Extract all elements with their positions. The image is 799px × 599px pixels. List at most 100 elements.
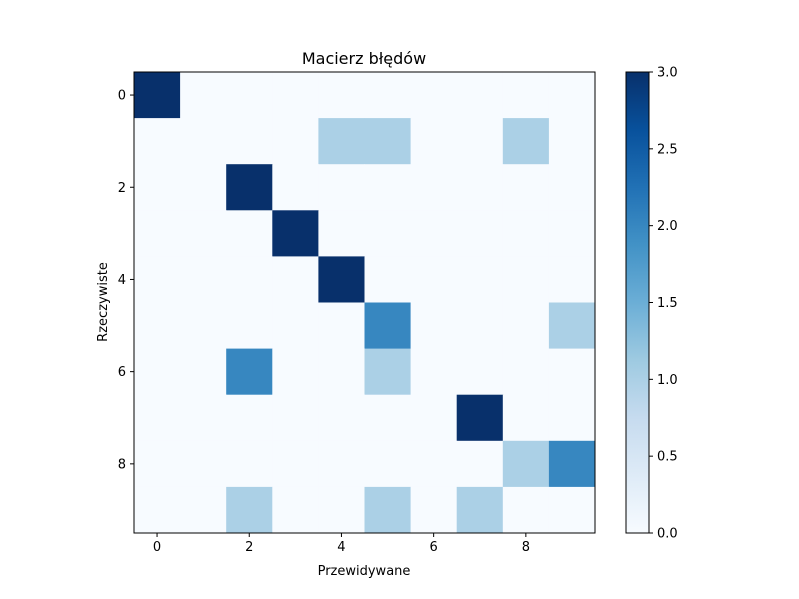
heatmap-cell [272, 164, 319, 211]
heatmap-cell [134, 256, 181, 303]
heatmap-cell [180, 118, 227, 165]
heatmap-cell [364, 118, 412, 165]
heatmap-cell [180, 486, 227, 534]
heatmap-cell [456, 256, 504, 303]
heatmap-cell [180, 210, 227, 257]
heatmap-cell [226, 210, 273, 257]
colorbar-tick-label: 2.5 [657, 142, 678, 157]
heatmap-cell [410, 164, 458, 211]
heatmap-cell [364, 256, 412, 303]
heatmap-cell [318, 486, 365, 534]
y-tick-label: 8 [118, 457, 126, 472]
heatmap-cell [456, 348, 504, 396]
heatmap-cell [134, 348, 181, 396]
y-axis-ticks: 0 2 4 6 8 [118, 89, 134, 472]
x-tick-label: 6 [430, 540, 438, 555]
heatmap-cell [318, 72, 365, 119]
heatmap-cell [318, 348, 365, 396]
heatmap-cell [180, 256, 227, 303]
heatmap-cell [226, 440, 273, 488]
heatmap-cell [364, 210, 412, 257]
heatmap-cell [272, 440, 319, 488]
y-tick-label: 0 [118, 89, 126, 104]
heatmap-cell [226, 72, 273, 119]
heatmap-cell [226, 394, 273, 442]
heatmap-cell [226, 302, 273, 350]
heatmap-cell [180, 72, 227, 119]
heatmap-cell [548, 440, 596, 488]
colorbar-tick-label: 2.0 [657, 219, 678, 234]
heatmap-cell [272, 394, 319, 442]
heatmap-cell [364, 486, 412, 534]
colorbar-tick-label: 1.0 [657, 373, 678, 388]
heatmap-cell [318, 302, 365, 350]
heatmap-cell [318, 440, 365, 488]
heatmap-cell [226, 164, 273, 211]
heatmap-cell [410, 440, 458, 488]
heatmap-cell [502, 164, 550, 211]
heatmap-cell [456, 210, 504, 257]
heatmap-cell [318, 118, 365, 165]
heatmap-cell [364, 394, 412, 442]
heatmap-cell [364, 348, 412, 396]
heatmap-cell [226, 486, 273, 534]
heatmap-cells [134, 72, 596, 534]
heatmap-cell [318, 210, 365, 257]
y-tick-label: 4 [118, 273, 126, 288]
y-axis-label: Rzeczywiste [96, 262, 111, 342]
heatmap-cell [410, 256, 458, 303]
heatmap-cell [272, 118, 319, 165]
heatmap-cell [180, 302, 227, 350]
heatmap-cell [548, 348, 596, 396]
heatmap-cell [502, 72, 550, 119]
colorbar-ticks: 0.0 0.5 1.0 1.5 2.0 2.5 3.0 [649, 66, 678, 542]
heatmap-cell [502, 256, 550, 303]
heatmap-cell [134, 118, 181, 165]
heatmap-cell [410, 394, 458, 442]
heatmap-cell [272, 256, 319, 303]
colorbar-gradient [625, 71, 650, 534]
y-tick-label: 6 [118, 365, 126, 380]
heatmap-cell [134, 440, 181, 488]
heatmap-cell [502, 348, 550, 396]
x-tick-label: 8 [522, 540, 530, 555]
heatmap-cell [410, 486, 458, 534]
heatmap-cell [548, 302, 596, 350]
heatmap-cell [180, 348, 227, 396]
heatmap-cell [456, 486, 504, 534]
heatmap-cell [134, 302, 181, 350]
heatmap-cell [456, 164, 504, 211]
x-axis-label: Przewidywane [318, 564, 411, 579]
x-tick-label: 0 [153, 540, 161, 555]
heatmap-cell [456, 394, 504, 442]
heatmap-cell [272, 302, 319, 350]
heatmap-cell [502, 394, 550, 442]
heatmap-cell [134, 394, 181, 442]
heatmap-cell [410, 118, 458, 165]
heatmap-cell [364, 440, 412, 488]
heatmap-cell [548, 486, 596, 534]
heatmap-cell [134, 486, 181, 534]
heatmap-cell [180, 164, 227, 211]
plot-frame [133, 71, 596, 534]
heatmap-cell [226, 118, 273, 165]
heatmap-cell [502, 440, 550, 488]
heatmap-cell [318, 164, 365, 211]
heatmap-cell [134, 72, 181, 119]
heatmap-cell [502, 302, 550, 350]
heatmap-cell [410, 210, 458, 257]
heatmap-cell [456, 118, 504, 165]
heatmap-cell [548, 210, 596, 257]
heatmap-cell [456, 72, 504, 119]
heatmap-cell [410, 302, 458, 350]
heatmap-cell [502, 118, 550, 165]
heatmap-cell [134, 210, 181, 257]
heatmap-cell [548, 164, 596, 211]
heatmap-cell [502, 210, 550, 257]
heatmap-cell [134, 164, 181, 211]
colorbar-tick-label: 0.5 [657, 450, 678, 465]
colorbar: 0.0 0.5 1.0 1.5 2.0 2.5 3.0 [625, 66, 678, 542]
heatmap-cell [318, 394, 365, 442]
colorbar-tick-label: 0.0 [657, 527, 678, 542]
